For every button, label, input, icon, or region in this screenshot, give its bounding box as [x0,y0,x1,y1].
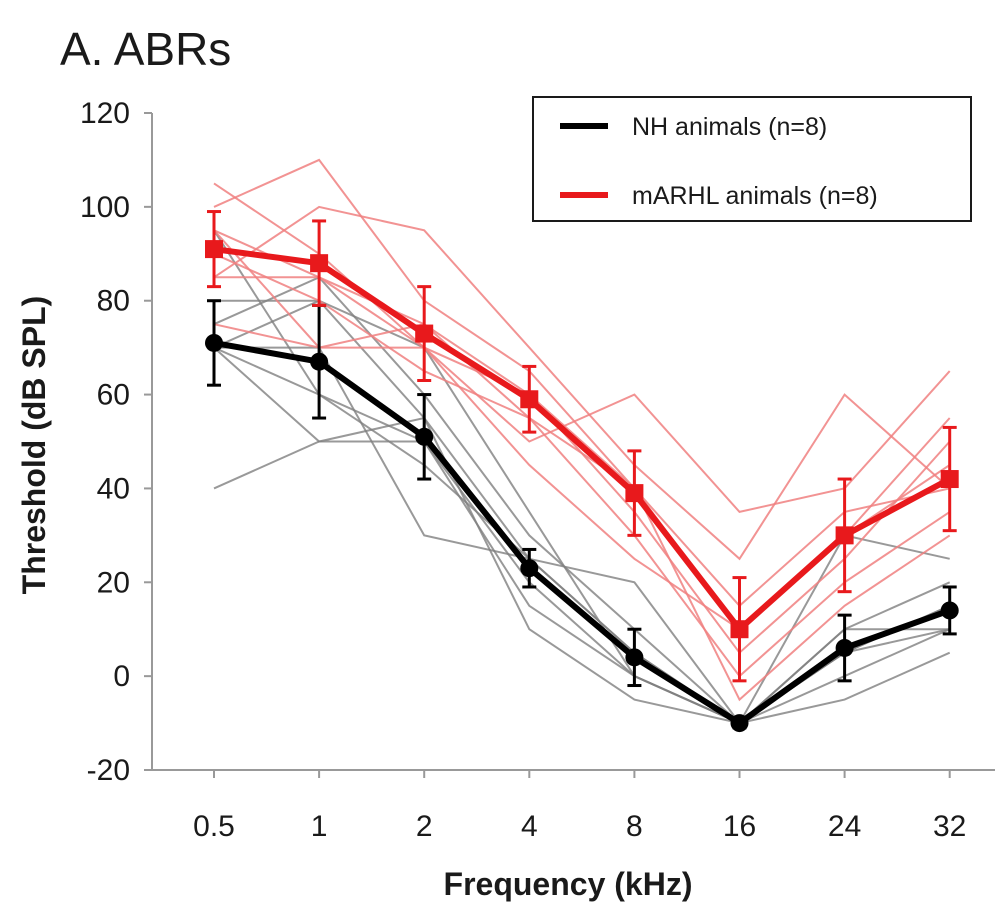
marhl-individual-trace [213,252,951,678]
legend-label-marhl: mARHL animals (n=8) [632,182,878,210]
x-tick-label: 16 [723,810,756,843]
y-tick-label: 40 [97,472,130,505]
marhl-data-point [730,620,749,639]
marhl-individual-trace [214,276,951,514]
x-tick-label: 8 [626,810,643,843]
nh-data-point [205,333,223,352]
nh-individual-trace [213,440,951,725]
nh-individual-trace [214,299,951,725]
x-tick-label: 24 [828,810,861,843]
nh-data-point [940,601,959,620]
y-axis: -20 0 20 40 60 80 100 120 [80,97,153,787]
mean-series [205,210,959,733]
x-tick-label: 4 [521,810,538,843]
nh-mean-line [213,339,951,727]
chart-title: A. ABRs [60,23,231,75]
y-tick-label: 60 [97,379,130,412]
marhl-individual-trace [213,205,951,561]
y-tick-label: 20 [97,566,130,599]
legend-label-nh: NH animals (n=8) [632,113,827,141]
nh-data-point [625,648,644,667]
nh-individual-trace [213,229,951,725]
marhl-data-point [415,324,434,343]
nh-data-point [730,714,749,733]
legend: NH animals (n=8) mARHL animals (n=8) [532,96,972,222]
marhl-data-point [520,390,539,409]
nh-data-point [835,638,854,657]
nh-data-point [520,559,539,578]
x-tick-label: 32 [933,810,966,843]
y-tick-label: 100 [80,191,130,224]
nh-data-point [310,352,329,371]
marhl-individual-trace [213,158,950,608]
x-tick-label: 0.5 [193,810,235,843]
marhl-mean-line [213,246,952,633]
nh-data-point [415,427,434,446]
x-tick-label: 1 [311,810,328,843]
x-axis-label: Frequency (kHz) [444,866,693,902]
x-axis: 0.5 1 2 4 8 16 24 32 [152,769,995,843]
y-axis-label: Threshold (dB SPL) [16,296,52,595]
marhl-data-point [310,254,329,273]
nh-individual-trace [213,346,950,725]
legend-box [532,96,972,222]
marhl-data-point [940,470,959,489]
y-tick-label: 120 [80,97,130,130]
individual-traces [213,158,951,725]
y-tick-label: 80 [97,285,130,318]
y-tick-label: -20 [87,754,130,787]
marhl-individual-trace [213,229,951,702]
marhl-data-point [835,526,854,545]
marhl-data-point [205,240,223,259]
x-tick-label: 2 [416,810,433,843]
nh-individual-trace [214,346,950,725]
y-tick-label: 0 [113,660,130,693]
marhl-data-point [625,484,644,503]
